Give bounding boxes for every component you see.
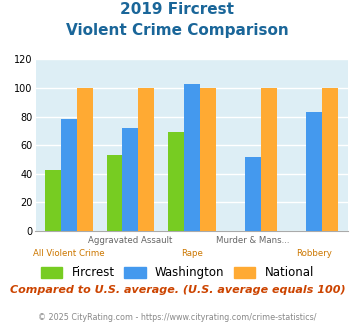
Bar (200, 88, 215, 231)
Bar (45, 170, 61, 231)
Legend: Fircrest, Washington, National: Fircrest, Washington, National (36, 262, 319, 284)
Bar (106, 155, 122, 231)
Bar (77, 88, 93, 231)
Text: Compared to U.S. average. (U.S. average equals 100): Compared to U.S. average. (U.S. average … (10, 285, 345, 295)
Text: Robbery: Robbery (296, 249, 332, 258)
Text: Murder & Mans...: Murder & Mans... (216, 236, 290, 245)
Bar (138, 88, 154, 231)
Bar (261, 88, 277, 231)
Text: 2019 Fircrest: 2019 Fircrest (120, 2, 235, 16)
Text: © 2025 CityRating.com - https://www.cityrating.com/crime-statistics/: © 2025 CityRating.com - https://www.city… (38, 313, 317, 322)
Text: Rape: Rape (181, 249, 203, 258)
Bar (184, 84, 200, 231)
Bar (61, 119, 77, 231)
Bar (245, 157, 261, 231)
Bar (122, 128, 138, 231)
Bar (306, 112, 322, 231)
Bar (168, 132, 184, 231)
Text: Violent Crime Comparison: Violent Crime Comparison (66, 23, 289, 38)
Bar (322, 88, 338, 231)
Text: All Violent Crime: All Violent Crime (33, 249, 105, 258)
Text: Aggravated Assault: Aggravated Assault (88, 236, 173, 245)
